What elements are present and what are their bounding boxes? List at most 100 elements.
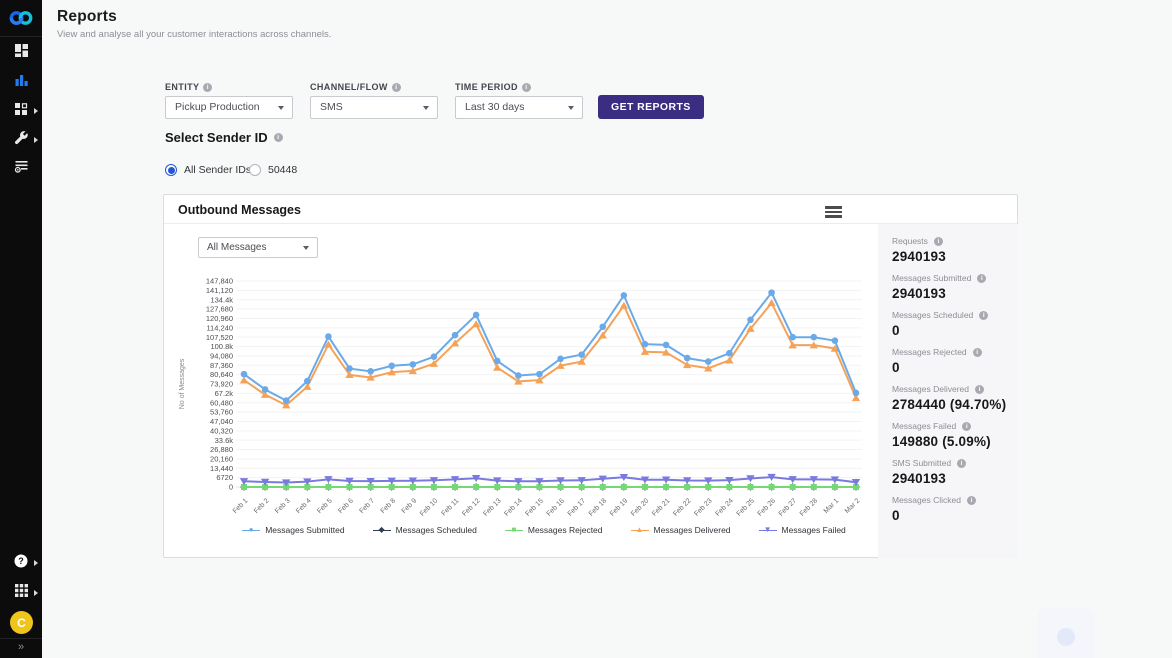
legend-item[interactable]: ▼ Messages Failed <box>758 525 846 535</box>
stat-sms-submitted: SMS Submitted i 2940193 <box>892 458 1018 486</box>
legend-label: Messages Failed <box>781 525 846 535</box>
services-icon <box>14 102 28 121</box>
svg-text:Feb 19: Feb 19 <box>609 497 629 517</box>
chat-bubble-icon <box>1057 628 1075 646</box>
info-icon[interactable]: i <box>979 310 989 320</box>
line-chart: 147,840141,120134.4k127,680120,960114,24… <box>179 277 862 518</box>
info-icon[interactable]: i <box>977 273 987 283</box>
svg-text:Feb 17: Feb 17 <box>567 497 587 517</box>
time-period-label: TIME PERIOD i <box>455 82 531 92</box>
info-icon[interactable]: i <box>975 384 985 394</box>
chevron-down-icon <box>278 106 284 110</box>
svg-text:Feb 3: Feb 3 <box>274 497 292 515</box>
legend-item[interactable]: ◆ Messages Scheduled <box>372 525 477 535</box>
stat-messages-submitted: Messages Submitted i 2940193 <box>892 273 1018 301</box>
svg-text:Feb 24: Feb 24 <box>714 497 734 517</box>
info-icon[interactable]: i <box>962 421 972 431</box>
svg-text:Feb 23: Feb 23 <box>693 497 713 517</box>
radio-unselected-icon <box>249 164 261 176</box>
info-icon[interactable]: i <box>957 458 967 468</box>
channel-select[interactable]: SMS <box>310 96 438 119</box>
svg-text:Feb 21: Feb 21 <box>651 497 671 517</box>
outbound-messages-chart: 147,840 141,120 134.4k 127,680 120,960 114,24… <box>172 271 872 521</box>
stat-value: 149880 (5.09%) <box>892 434 991 449</box>
stat-messages-delivered: Messages Delivered i 2784440 (94.70%) <box>892 384 1018 412</box>
sidebar-item-services[interactable] <box>0 98 42 124</box>
legend-marker-icon: ▼ <box>758 525 777 535</box>
svg-text:Feb 4: Feb 4 <box>295 497 313 515</box>
legend-marker-icon: ■ <box>504 525 523 535</box>
sidebar: ? C » <box>0 0 42 658</box>
sidebar-item-rules[interactable] <box>0 156 42 182</box>
svg-text:134.4k: 134.4k <box>210 295 233 304</box>
svg-text:Feb 15: Feb 15 <box>525 497 545 517</box>
get-reports-button[interactable]: GET REPORTS <box>598 95 704 119</box>
info-icon[interactable]: i <box>966 495 976 505</box>
svg-text:120,960: 120,960 <box>206 314 233 323</box>
legend-item[interactable]: ● Messages Submitted <box>242 525 345 535</box>
svg-text:Feb 16: Feb 16 <box>546 497 566 517</box>
stat-value: 2940193 <box>892 471 946 486</box>
svg-text:?: ? <box>18 556 24 566</box>
svg-text:Feb 6: Feb 6 <box>337 497 355 515</box>
sidebar-item-dashboard[interactable] <box>0 40 42 66</box>
sidebar-item-help[interactable]: ? <box>0 550 42 576</box>
radio-selected-icon <box>165 164 177 176</box>
chart-menu-icon[interactable] <box>825 206 842 218</box>
svg-text:13,440: 13,440 <box>210 464 233 473</box>
chevron-down-icon <box>423 106 429 110</box>
info-icon[interactable]: i <box>391 82 401 92</box>
svg-text:Feb 25: Feb 25 <box>736 497 756 517</box>
reports-icon <box>14 72 29 92</box>
info-icon[interactable]: i <box>273 133 283 142</box>
svg-text:Feb 7: Feb 7 <box>358 497 376 515</box>
info-icon[interactable]: i <box>203 82 213 92</box>
stat-messages-failed: Messages Failed i 149880 (5.09%) <box>892 421 1018 449</box>
info-icon[interactable]: i <box>933 236 943 246</box>
sidebar-item-reports-active[interactable] <box>0 69 42 95</box>
sidebar-divider <box>0 638 42 639</box>
radio-sender-50448[interactable]: 50448 <box>249 164 297 176</box>
radio-label: All Sender IDs <box>184 164 252 176</box>
entity-select-value: Pickup Production <box>175 101 260 113</box>
stat-value: 2940193 <box>892 286 946 301</box>
svg-text:Feb 10: Feb 10 <box>419 497 439 517</box>
svg-text:Mar 2: Mar 2 <box>844 497 862 515</box>
chart-legend: ● Messages Submitted ◆ Messages Scheduled ■ M… <box>224 525 864 535</box>
channel-label: CHANNEL/FLOW i <box>310 82 401 92</box>
dashboard-icon <box>14 43 29 63</box>
sidebar-expand-control[interactable]: » <box>17 641 25 653</box>
svg-text:6720: 6720 <box>216 473 233 482</box>
stat-value: 0 <box>892 323 900 338</box>
legend-item[interactable]: ▲ Messages Delivered <box>630 525 731 535</box>
time-period-select[interactable]: Last 30 days <box>455 96 583 119</box>
legend-item[interactable]: ■ Messages Rejected <box>504 525 603 535</box>
info-icon[interactable]: i <box>521 82 531 92</box>
sidebar-item-tools[interactable] <box>0 127 42 153</box>
svg-text:60,480: 60,480 <box>210 398 233 407</box>
stats-panel: Requests i 2940193 Messages Submitted i 29… <box>878 224 1018 558</box>
svg-text:Feb 8: Feb 8 <box>380 497 398 515</box>
user-avatar[interactable]: C <box>10 611 33 634</box>
chevron-down-icon <box>568 106 574 110</box>
sidebar-item-apps[interactable] <box>0 580 42 606</box>
svg-text:26,880: 26,880 <box>210 445 233 454</box>
faded-chat-widget[interactable] <box>1037 608 1095 658</box>
sender-id-heading: Select Sender ID i <box>165 130 283 145</box>
info-icon[interactable]: i <box>972 347 982 357</box>
webex-logo[interactable] <box>8 7 34 29</box>
radio-all-sender-ids[interactable]: All Sender IDs <box>165 164 251 176</box>
stat-value: 0 <box>892 508 900 523</box>
message-type-select[interactable]: All Messages <box>198 237 318 258</box>
svg-text:Feb 2: Feb 2 <box>253 497 271 515</box>
legend-marker-icon: ● <box>242 525 261 535</box>
stat-requests: Requests i 2940193 <box>892 236 1018 264</box>
svg-text:Feb 22: Feb 22 <box>672 497 692 517</box>
svg-text:141,120: 141,120 <box>206 286 233 295</box>
svg-text:87,360: 87,360 <box>210 361 233 370</box>
svg-text:114,240: 114,240 <box>206 323 233 332</box>
svg-text:80,640: 80,640 <box>210 370 233 379</box>
entity-select[interactable]: Pickup Production <box>165 96 293 119</box>
chevron-right-icon <box>34 108 38 114</box>
